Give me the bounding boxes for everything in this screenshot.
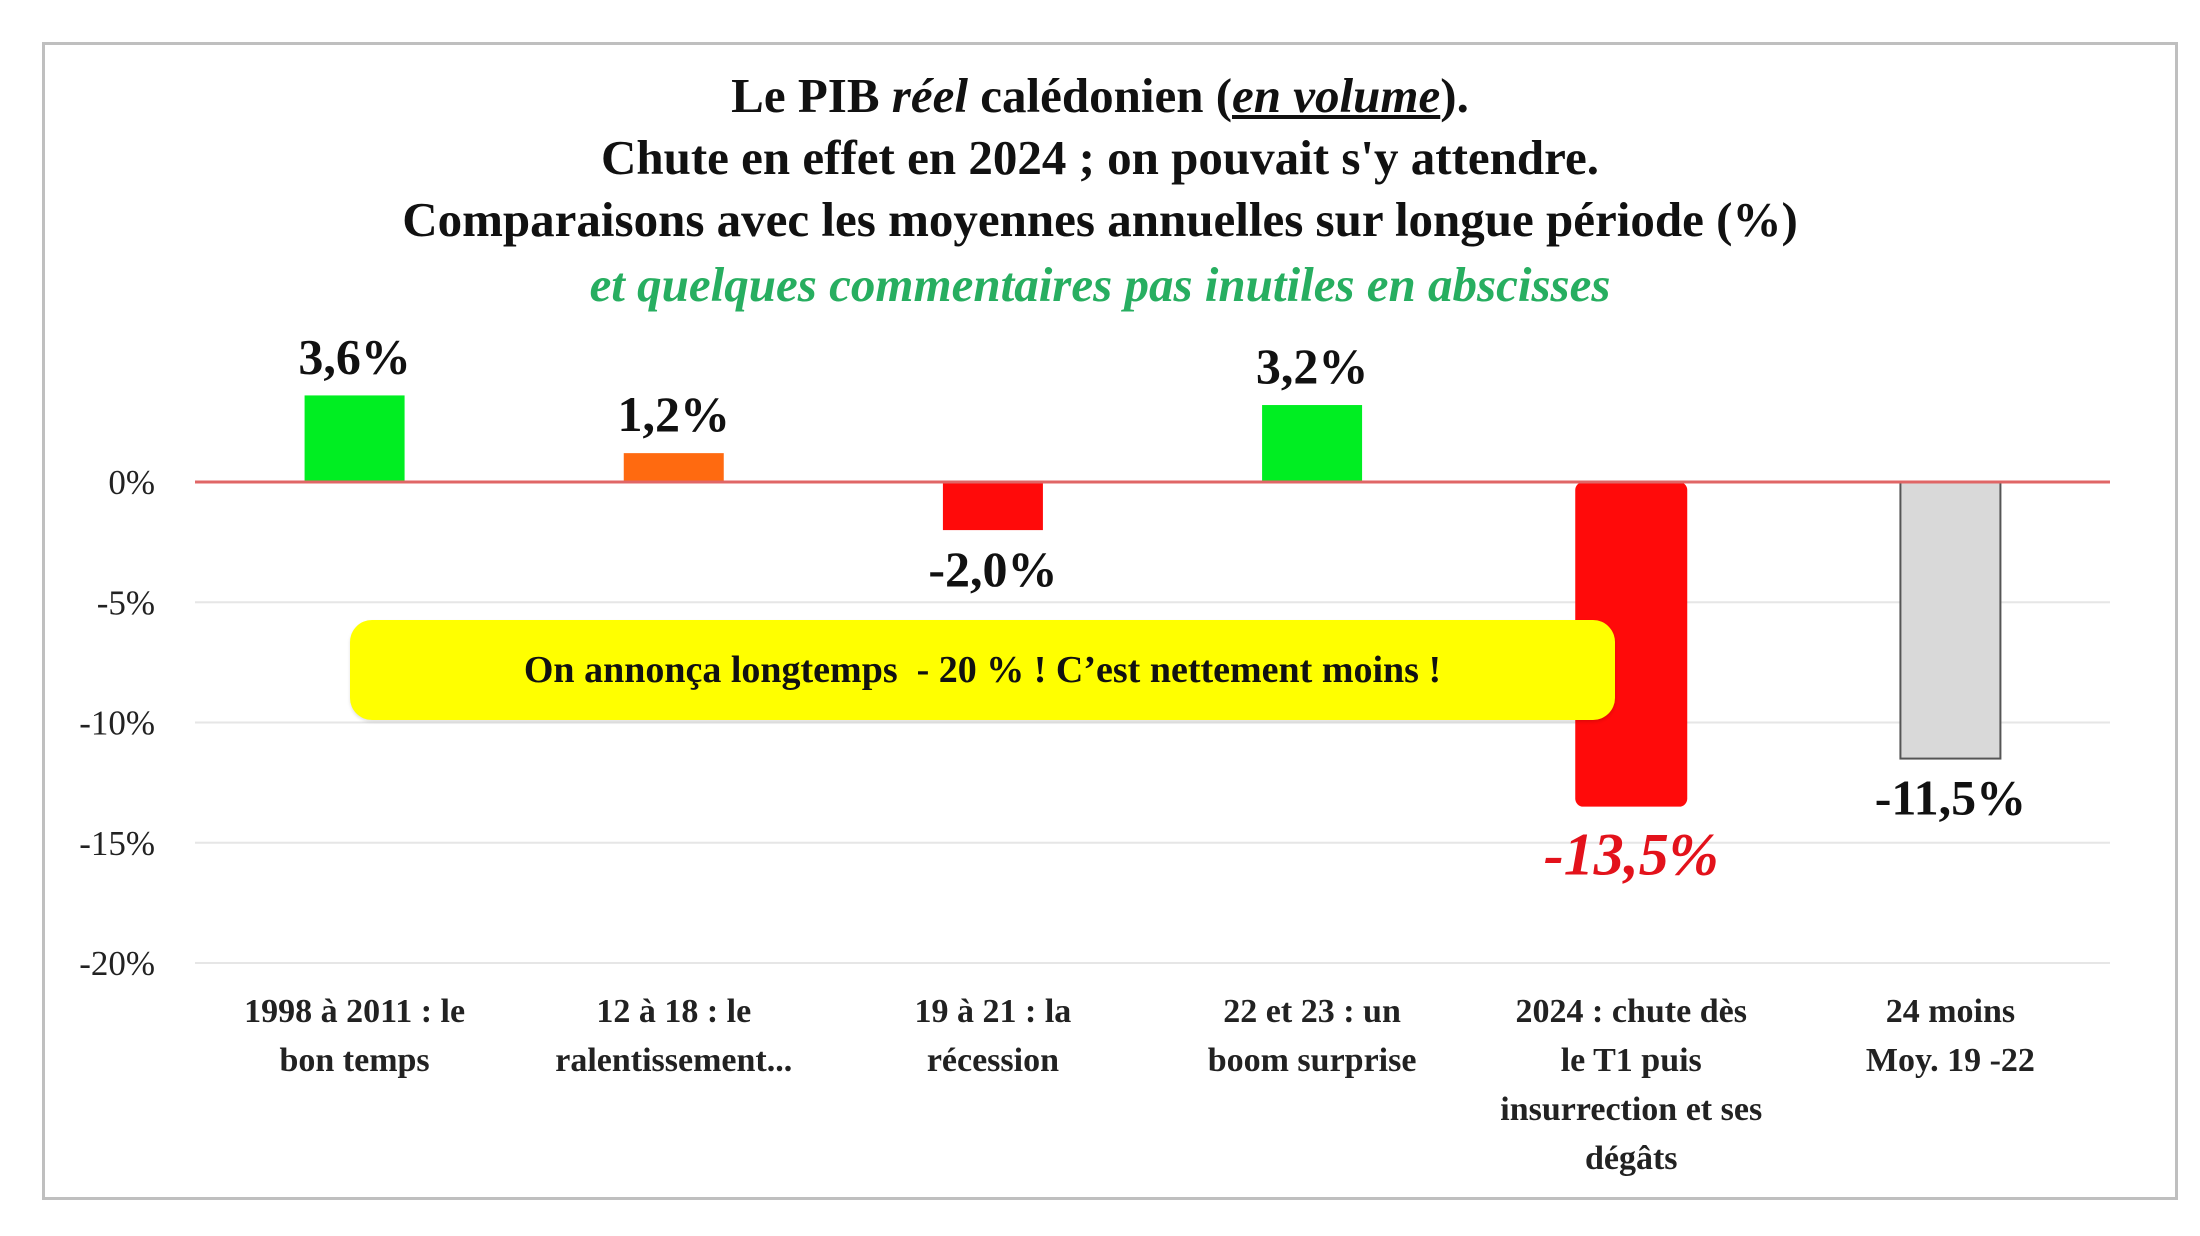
chart-subtitle: et quelques commentaires pas inutiles en… <box>589 257 1611 312</box>
y-tick-label: -20% <box>79 944 155 983</box>
chart-title-line-3: Comparaisons avec les moyennes annuelles… <box>402 192 1798 247</box>
x-tick-label: dégâts <box>1585 1140 1678 1177</box>
x-tick-label: récession <box>927 1042 1059 1079</box>
bar <box>1899 481 2002 760</box>
title-italic-word: réel <box>891 68 968 123</box>
bar <box>1575 482 1688 807</box>
y-tick-label: -10% <box>79 704 155 743</box>
x-tick-label: 22 et 23 : un <box>1223 993 1401 1030</box>
data-label: 1,2% <box>618 386 731 442</box>
chart-title: Le PIB réel calédonien (en volume). <box>731 68 1469 123</box>
bar <box>942 482 1043 531</box>
bar <box>1262 405 1363 482</box>
x-tick-label: 24 moins <box>1886 993 2015 1030</box>
title-underlined-words: en volume <box>1232 68 1441 123</box>
annotation-banner: On annonça longtemps - 20 % ! C’est nett… <box>350 620 1615 720</box>
data-label: -2,0% <box>928 541 1057 597</box>
x-tick-label: ralentissement... <box>555 1042 792 1079</box>
x-tick-label: le T1 puis <box>1561 1042 1702 1079</box>
bar <box>304 395 405 482</box>
y-tick-label: -5% <box>97 583 155 622</box>
data-label: -13,5% <box>1544 822 1719 888</box>
data-label: 3,2% <box>1256 338 1369 394</box>
y-tick-label: 0% <box>108 463 155 502</box>
x-tick-label: boom surprise <box>1208 1042 1417 1079</box>
y-tick-label: -15% <box>79 824 155 863</box>
x-tick-label: Moy. 19 -22 <box>1866 1042 2035 1079</box>
x-tick-label: 12 à 18 : le <box>596 993 751 1030</box>
data-label: 3,6% <box>298 328 411 384</box>
chart-title-line-2: Chute en effet en 2024 ; on pouvait s'y … <box>600 130 1600 185</box>
x-tick-label: 1998 à 2011 : le <box>244 993 465 1030</box>
bar <box>623 453 724 482</box>
x-tick-label: 19 à 21 : la <box>915 993 1072 1030</box>
x-tick-label: 2024 : chute dès <box>1516 993 1747 1030</box>
x-tick-label: insurrection et ses <box>1500 1091 1762 1128</box>
data-label: -11,5% <box>1875 770 2026 826</box>
x-tick-label: bon temps <box>279 1042 429 1079</box>
